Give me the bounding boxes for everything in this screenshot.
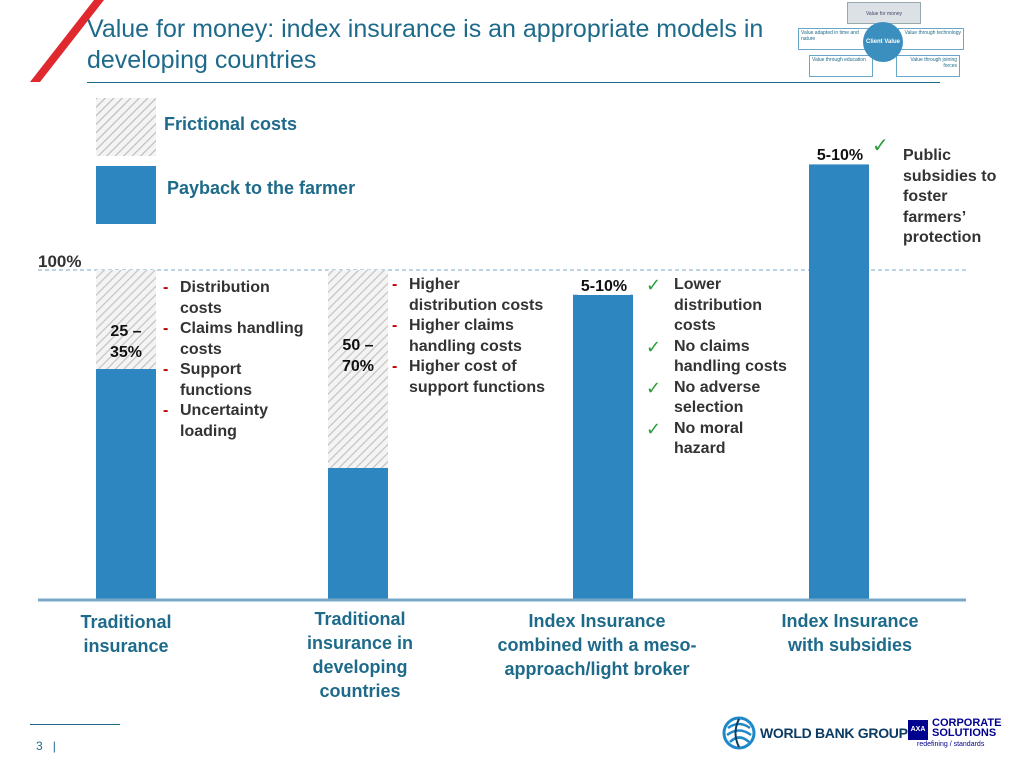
annotation-item: - Uncertainty loading xyxy=(163,402,269,440)
annotation-item: ✓ No adverse selection xyxy=(646,377,761,417)
title-underline xyxy=(87,82,940,83)
legend-payback-label: Payback to the farmer xyxy=(167,178,356,198)
footer-rule xyxy=(30,724,120,725)
dash-marker: - xyxy=(392,317,398,334)
world-bank-globe-icon xyxy=(722,716,756,750)
check-icon: ✓ xyxy=(646,418,662,439)
red-slash-decoration xyxy=(30,0,104,82)
bar-frictional-1 xyxy=(328,270,388,468)
bar-payback-1 xyxy=(328,468,388,600)
annotation-traditional: - Distribution costs - Claims handling cos… xyxy=(163,278,313,442)
diagram-left-bottom-box: Value through education xyxy=(809,55,873,77)
axa-mark: AXA xyxy=(908,720,928,740)
annotation-item: - Higher claims handling costs xyxy=(392,317,522,355)
segment-label-index-meso: 5-10% xyxy=(577,278,631,295)
segment-label-developing: 50 – 70% xyxy=(341,337,375,375)
axa-brand: CORPORATE SOLUTIONS xyxy=(932,717,1002,739)
segment-label-index-subsidies: 5-10% xyxy=(813,147,867,164)
annotation-item: - Distribution costs xyxy=(163,279,270,317)
dash-marker: - xyxy=(163,361,169,378)
bar-frictional-0 xyxy=(96,270,156,369)
legend-frictional-swatch xyxy=(96,98,156,156)
check-icon: ✓ xyxy=(872,135,889,157)
bar-payback-2 xyxy=(573,294,633,600)
legend-frictional-label: Frictional costs xyxy=(164,114,298,134)
annotation-item: ✓ No claims handling costs xyxy=(646,336,787,376)
annotation-item: - Support functions xyxy=(163,361,252,399)
axa-logo: AXA CORPORATE SOLUTIONS redefining / stan… xyxy=(908,718,1008,752)
annotation-item: - Claims handling costs xyxy=(163,320,304,358)
bar-payback-3 xyxy=(809,164,869,600)
diagram-right-bottom-box: Value through joining forces xyxy=(896,55,960,77)
annotation-item: ✓ Lower distribution costs xyxy=(646,275,762,334)
annotation-item: - Higher distribution costs xyxy=(392,276,544,314)
category-label-index-meso: Index Insurance combined with a meso-app… xyxy=(497,611,697,679)
annotation-index-meso: ✓ Lower distribution costs ✓ No claims han… xyxy=(646,275,796,460)
category-label-traditional: Traditional insurance xyxy=(80,612,172,656)
reference-100-label: 100% xyxy=(38,252,82,271)
annotation-item: - Higher cost of support functions xyxy=(392,358,545,396)
dash-marker: - xyxy=(163,279,169,296)
diagram-right-top-box: Value through technology xyxy=(898,28,964,50)
segment-label-traditional: 25 – 35% xyxy=(109,323,143,361)
world-bank-text: WORLD BANK GROUP xyxy=(760,725,908,741)
diagram-center-circle: Client Value xyxy=(863,22,903,62)
dash-marker: - xyxy=(163,320,169,337)
category-label-index-subsidies: Index Insurance with subsidies xyxy=(781,611,919,655)
check-icon: ✓ xyxy=(646,377,662,398)
page-number: 3 | xyxy=(36,739,56,753)
legend-payback-swatch xyxy=(96,166,156,224)
annotation-developing: - Higher distribution costs - Higher claim… xyxy=(392,275,552,398)
dash-marker: - xyxy=(163,402,169,419)
annotation-item: ✓ No moral hazard xyxy=(646,418,744,458)
value-for-money-diagram: Value for money Value adapted in time an… xyxy=(795,2,970,78)
dash-marker: - xyxy=(392,358,398,375)
dash-marker: - xyxy=(392,276,398,293)
check-icon: ✓ xyxy=(646,336,662,357)
bar-payback-0 xyxy=(96,369,156,600)
diagram-left-top-box: Value adapted in time and nature xyxy=(798,28,870,50)
world-bank-logo: WORLD BANK GROUP xyxy=(722,714,908,752)
slide-title: Value for money: index insurance is an a… xyxy=(87,15,764,74)
axa-tagline: redefining / standards xyxy=(917,741,985,748)
check-icon: ✓ xyxy=(646,275,662,295)
annotation-index-subsidies: Public subsidies to foster farmers’ prot… xyxy=(903,147,997,246)
category-label-developing: Traditional insurance in developing coun… xyxy=(306,609,414,701)
